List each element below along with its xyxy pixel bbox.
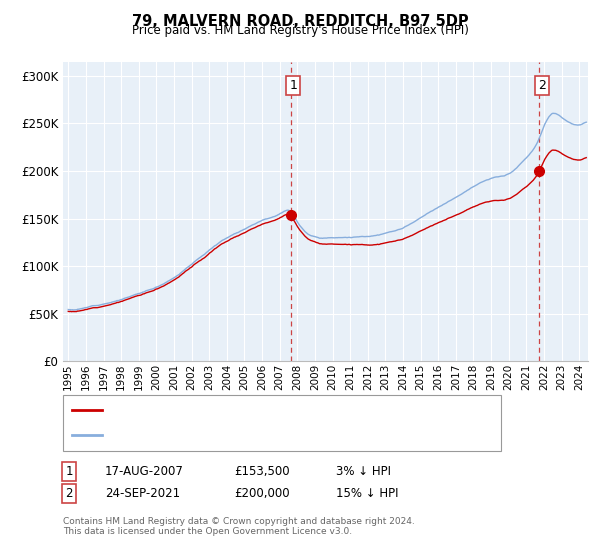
Text: 3% ↓ HPI: 3% ↓ HPI <box>336 465 391 478</box>
Text: 1: 1 <box>65 465 73 478</box>
Text: 1: 1 <box>289 79 297 92</box>
Text: 2: 2 <box>65 487 73 501</box>
Text: Contains HM Land Registry data © Crown copyright and database right 2024.: Contains HM Land Registry data © Crown c… <box>63 517 415 526</box>
Text: 79, MALVERN ROAD, REDDITCH, B97 5DP: 79, MALVERN ROAD, REDDITCH, B97 5DP <box>131 14 469 29</box>
Text: 17-AUG-2007: 17-AUG-2007 <box>105 465 184 478</box>
Text: £153,500: £153,500 <box>234 465 290 478</box>
Text: 24-SEP-2021: 24-SEP-2021 <box>105 487 180 501</box>
Text: 15% ↓ HPI: 15% ↓ HPI <box>336 487 398 501</box>
Text: 79, MALVERN ROAD, REDDITCH, B97 5DP (semi-detached house): 79, MALVERN ROAD, REDDITCH, B97 5DP (sem… <box>106 405 461 416</box>
Text: HPI: Average price, semi-detached house, Redditch: HPI: Average price, semi-detached house,… <box>106 430 386 440</box>
Text: This data is licensed under the Open Government Licence v3.0.: This data is licensed under the Open Gov… <box>63 528 352 536</box>
Text: £200,000: £200,000 <box>234 487 290 501</box>
Text: Price paid vs. HM Land Registry's House Price Index (HPI): Price paid vs. HM Land Registry's House … <box>131 24 469 37</box>
Text: 2: 2 <box>538 79 546 92</box>
